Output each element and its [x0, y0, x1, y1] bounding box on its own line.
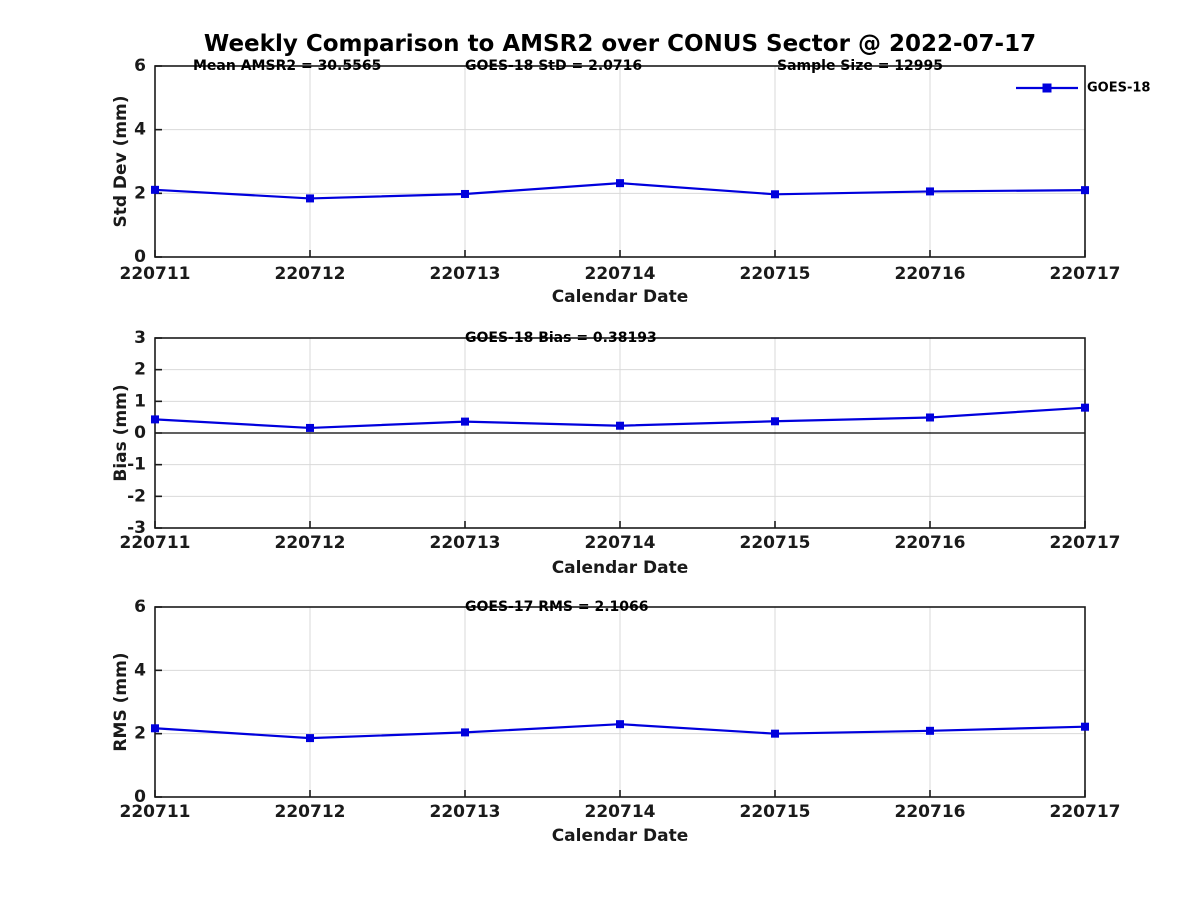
legend-marker-icon	[1042, 83, 1052, 93]
x-tick-label: 220712	[275, 533, 346, 553]
x-tick-label: 220716	[895, 264, 966, 284]
annotation: Mean AMSR2 = 30.5565	[193, 58, 381, 74]
figure-title: Weekly Comparison to AMSR2 over CONUS Se…	[203, 31, 1037, 57]
x-tick-label: 220714	[585, 264, 656, 284]
y-tick-label: 4	[134, 120, 146, 140]
y-axis-label: RMS (mm)	[111, 652, 131, 751]
data-point-marker	[926, 726, 934, 735]
y-tick-label: 0	[134, 787, 146, 807]
data-point-marker	[1081, 722, 1089, 731]
data-point-marker	[306, 734, 314, 743]
y-tick-label: -2	[127, 486, 146, 506]
chart-rms: 0 2 4 6 220711 220712 220713 220714 220715 220716…	[111, 597, 1120, 846]
y-tick-label: 4	[134, 660, 146, 680]
data-point-marker	[771, 190, 779, 199]
data-point-marker	[616, 421, 624, 430]
data-point-marker	[616, 720, 624, 729]
x-tick-label: 220713	[430, 533, 501, 553]
data-point-marker	[306, 194, 314, 203]
y-tick-label: 0	[134, 247, 146, 267]
y-tick-label: 3	[134, 328, 146, 348]
data-point-marker	[461, 728, 469, 737]
data-point-marker	[926, 187, 934, 196]
y-tick-label: 2	[134, 360, 146, 380]
legend: GOES-18	[1016, 81, 1150, 96]
x-tick-label: 220711	[120, 264, 191, 284]
y-axis-label: Bias (mm)	[111, 384, 131, 481]
x-tick-label: 220712	[275, 264, 346, 284]
y-tick-label: -3	[127, 518, 146, 538]
data-point-marker	[926, 413, 934, 422]
chart-std-dev: 0 2 4 6 220711 220712 220713 220714 220715 220716…	[111, 56, 1150, 307]
x-tick-label: 220711	[120, 533, 191, 553]
x-tick-label: 220717	[1050, 802, 1121, 822]
data-point-marker	[461, 417, 469, 426]
annotation: GOES-18 StD = 2.0716	[465, 58, 642, 74]
x-tick-label: 220715	[740, 802, 811, 822]
y-tick-label: 1	[134, 391, 146, 411]
data-point-marker	[616, 179, 624, 188]
data-point-marker	[306, 423, 314, 432]
x-tick-label: 220713	[430, 264, 501, 284]
x-tick-label: 220712	[275, 802, 346, 822]
data-point-marker	[771, 729, 779, 738]
x-axis-label: Calendar Date	[552, 287, 689, 307]
data-point-marker	[771, 417, 779, 426]
x-axis-label: Calendar Date	[552, 826, 689, 846]
data-point-marker	[461, 189, 469, 198]
annotation: GOES-18 Bias = 0.38193	[465, 330, 657, 346]
data-point-marker	[151, 724, 159, 733]
y-tick-label: 2	[134, 183, 146, 203]
x-tick-label: 220715	[740, 533, 811, 553]
legend-label: GOES-18	[1087, 81, 1150, 96]
x-tick-label: 220716	[895, 802, 966, 822]
x-tick-label: 220713	[430, 802, 501, 822]
x-tick-label: 220715	[740, 264, 811, 284]
data-point-marker	[1081, 186, 1089, 195]
x-tick-label: 220714	[585, 802, 656, 822]
data-point-marker	[151, 185, 159, 194]
x-tick-label: 220714	[585, 533, 656, 553]
data-point-marker	[1081, 403, 1089, 412]
chart-bias: -3 -2 -1 0 1 2 3 220711 220712 220713 220714 220715…	[111, 328, 1120, 578]
data-point-marker	[151, 415, 159, 424]
y-axis-label: Std Dev (mm)	[111, 95, 131, 227]
y-tick-label: -1	[127, 455, 146, 475]
x-tick-label: 220717	[1050, 264, 1121, 284]
y-tick-label: 6	[134, 56, 146, 76]
y-tick-label: 6	[134, 597, 146, 617]
x-tick-label: 220716	[895, 533, 966, 553]
x-tick-label: 220711	[120, 802, 191, 822]
annotation: Sample Size = 12995	[777, 58, 943, 74]
x-tick-label: 220717	[1050, 533, 1121, 553]
annotation: GOES-17 RMS = 2.1066	[465, 599, 649, 615]
x-axis-label: Calendar Date	[552, 558, 689, 578]
y-tick-label: 0	[134, 423, 146, 443]
y-tick-label: 2	[134, 724, 146, 744]
